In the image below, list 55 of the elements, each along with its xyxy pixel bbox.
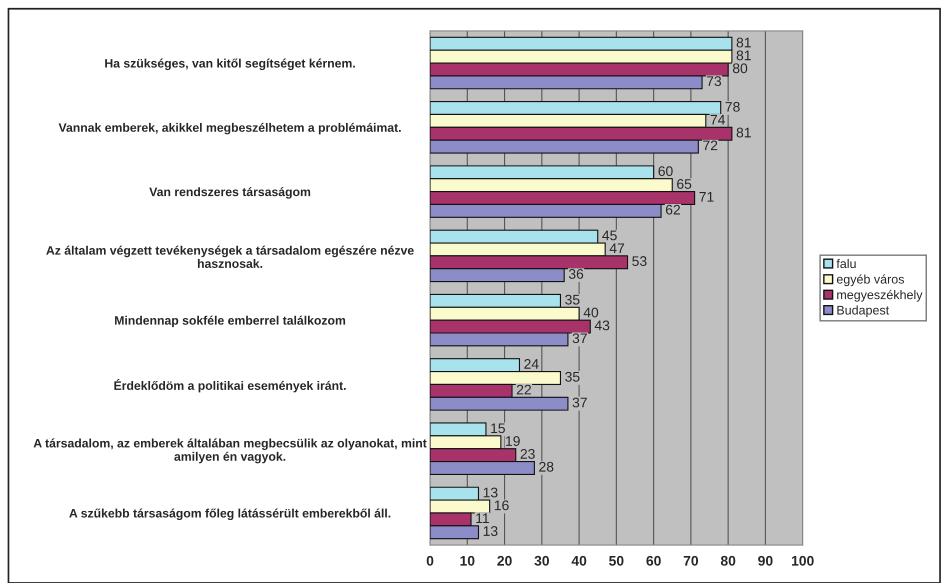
y-tick-label: Ha szükséges, van kitől segítséget kérnem. (105, 58, 355, 70)
data-label: 16 (494, 500, 509, 510)
data-label: 71 (699, 192, 714, 202)
data-label: 24 (524, 359, 539, 369)
x-tick-label: 0 (426, 556, 434, 566)
data-label: 37 (572, 333, 587, 344)
x-tick-label: 60 (646, 556, 661, 566)
data-label: 11 (476, 513, 489, 523)
y-tick-label: Érdeklődöm a politikai események iránt. (114, 379, 346, 392)
x-tick-label: 70 (684, 556, 698, 566)
x-tick-label: 50 (609, 556, 624, 566)
y-tick-label: Van rendszeres társaságom (149, 187, 310, 199)
x-tick-label: 20 (497, 556, 512, 566)
legend-label: egyéb város (836, 274, 904, 286)
data-label: 35 (565, 372, 580, 382)
legend-label: Budapest (837, 305, 890, 318)
data-label: 60 (658, 166, 673, 176)
data-label: 62 (666, 204, 680, 215)
y-tick-label: A szűkebb társaságom főleg látássérült emberekből áll. (69, 508, 390, 520)
data-label: 53 (632, 256, 647, 266)
y-tick-label: Vannak emberek, akikkel megbeszélhetem a problémáimat. (58, 122, 401, 134)
data-label: 13 (484, 488, 498, 498)
legend-label: falu (836, 258, 856, 268)
data-label: 78 (726, 102, 740, 112)
data-label: 15 (491, 423, 505, 434)
x-tick-label: 100 (792, 556, 814, 566)
data-label: 72 (703, 140, 718, 150)
data-label: 35 (565, 294, 580, 305)
data-label: 73 (706, 76, 722, 86)
y-tick-label: Mindennap sokféle emberrel találkozom (115, 316, 346, 328)
data-label: 19 (506, 436, 520, 446)
data-label: 22 (516, 384, 531, 394)
data-label: 13 (484, 526, 498, 536)
x-tick-label: 90 (758, 556, 773, 566)
data-label: 37 (572, 398, 587, 408)
y-tick-label: A társadalom, az emberek általában megbecsülik az olyanokat, mint amilyen én vagyok. (34, 438, 427, 464)
x-tick-label: 30 (534, 556, 549, 566)
x-tick-label: 40 (572, 556, 586, 566)
data-label: 36 (568, 269, 584, 279)
y-tick-label: Az általam végzett tevékenységek a társadalom egészére nézve hasznosak. (46, 246, 414, 268)
data-label: 43 (594, 320, 610, 330)
data-label: 47 (610, 243, 624, 254)
data-label: 40 (584, 308, 598, 318)
data-label: 81 (736, 38, 751, 48)
x-tick-label: 80 (720, 556, 736, 566)
data-label: 81 (736, 128, 751, 138)
data-label: 45 (602, 230, 617, 240)
data-label: 80 (732, 63, 748, 74)
legend-label: megyeszékhely (837, 290, 922, 302)
data-label: 65 (677, 179, 692, 189)
data-label: 23 (520, 449, 535, 459)
data-label: 81 (736, 50, 751, 60)
data-label: 74 (710, 114, 725, 124)
x-tick-label: 10 (460, 556, 474, 566)
data-label: 28 (539, 462, 554, 472)
